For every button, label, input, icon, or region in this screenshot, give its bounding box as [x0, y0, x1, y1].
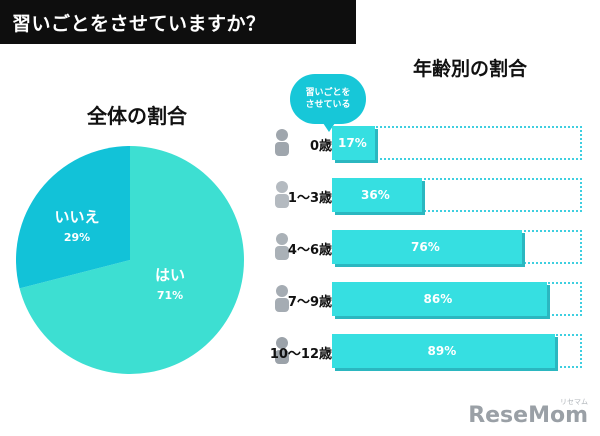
age-label: 1〜3歳: [287, 191, 332, 206]
child-figure-icon: [275, 233, 289, 260]
age-row: 1〜3歳 36%: [268, 174, 590, 218]
banner-text: 習いごとをさせていますか？: [12, 12, 266, 35]
pie-slice-no: [15, 146, 131, 289]
age-label: 0歳: [309, 139, 332, 154]
age-bar: [332, 334, 555, 368]
age-row: 4〜6歳 76%: [268, 226, 590, 270]
age-bar: [332, 230, 522, 264]
child-figure-icon: [275, 181, 289, 208]
age-row: 7〜9歳 86%: [268, 278, 590, 322]
bar-track: [332, 178, 582, 212]
pie-label-yes-value: 71%: [156, 289, 184, 302]
age-bar-value: 86%: [423, 292, 453, 306]
age-bar: [332, 282, 547, 316]
pie-title: 全体の割合: [87, 104, 187, 128]
age-bar-value: 76%: [411, 240, 440, 254]
child-figure-icon: [275, 337, 289, 364]
pie-slice-yes: [19, 146, 245, 374]
question-banner: 習いごとをさせていますか？: [0, 0, 356, 44]
pie-label-yes-text: はい: [154, 266, 185, 284]
age-bar: [332, 178, 422, 212]
bubble-line-2: させている: [305, 100, 351, 110]
logo-sub: リセマム: [560, 398, 588, 406]
child-figure-icon: [275, 129, 289, 156]
pie-label-no-text: いいえ: [54, 208, 100, 226]
bar-track: [332, 126, 582, 160]
age-row: 10〜12歳 89%: [268, 330, 590, 374]
legend-bubble: 習いごとを させている: [290, 74, 366, 132]
logo-text: ReseMom: [468, 403, 588, 428]
age-bar: [332, 126, 375, 160]
child-figure-icon: [275, 285, 289, 312]
pie-label-no: いいえ 29%: [42, 206, 112, 244]
age-label: 7〜9歳: [287, 295, 332, 310]
age-row: 0歳 17%: [268, 122, 590, 166]
age-bar-value: 17%: [338, 136, 367, 150]
pie-label-yes: はい 71%: [140, 264, 200, 302]
age-label: 4〜6歳: [287, 243, 332, 258]
age-label: 10〜12歳: [269, 347, 332, 362]
age-bar-value: 89%: [427, 344, 457, 358]
resemom-logo: リセマム ReseMom: [468, 398, 588, 428]
age-bar-value: 36%: [361, 188, 390, 202]
age-chart-title: 年齢別の割合: [412, 58, 527, 80]
bubble-line-1: 習いごとを: [305, 88, 351, 98]
pie-label-no-value: 29%: [63, 231, 91, 244]
